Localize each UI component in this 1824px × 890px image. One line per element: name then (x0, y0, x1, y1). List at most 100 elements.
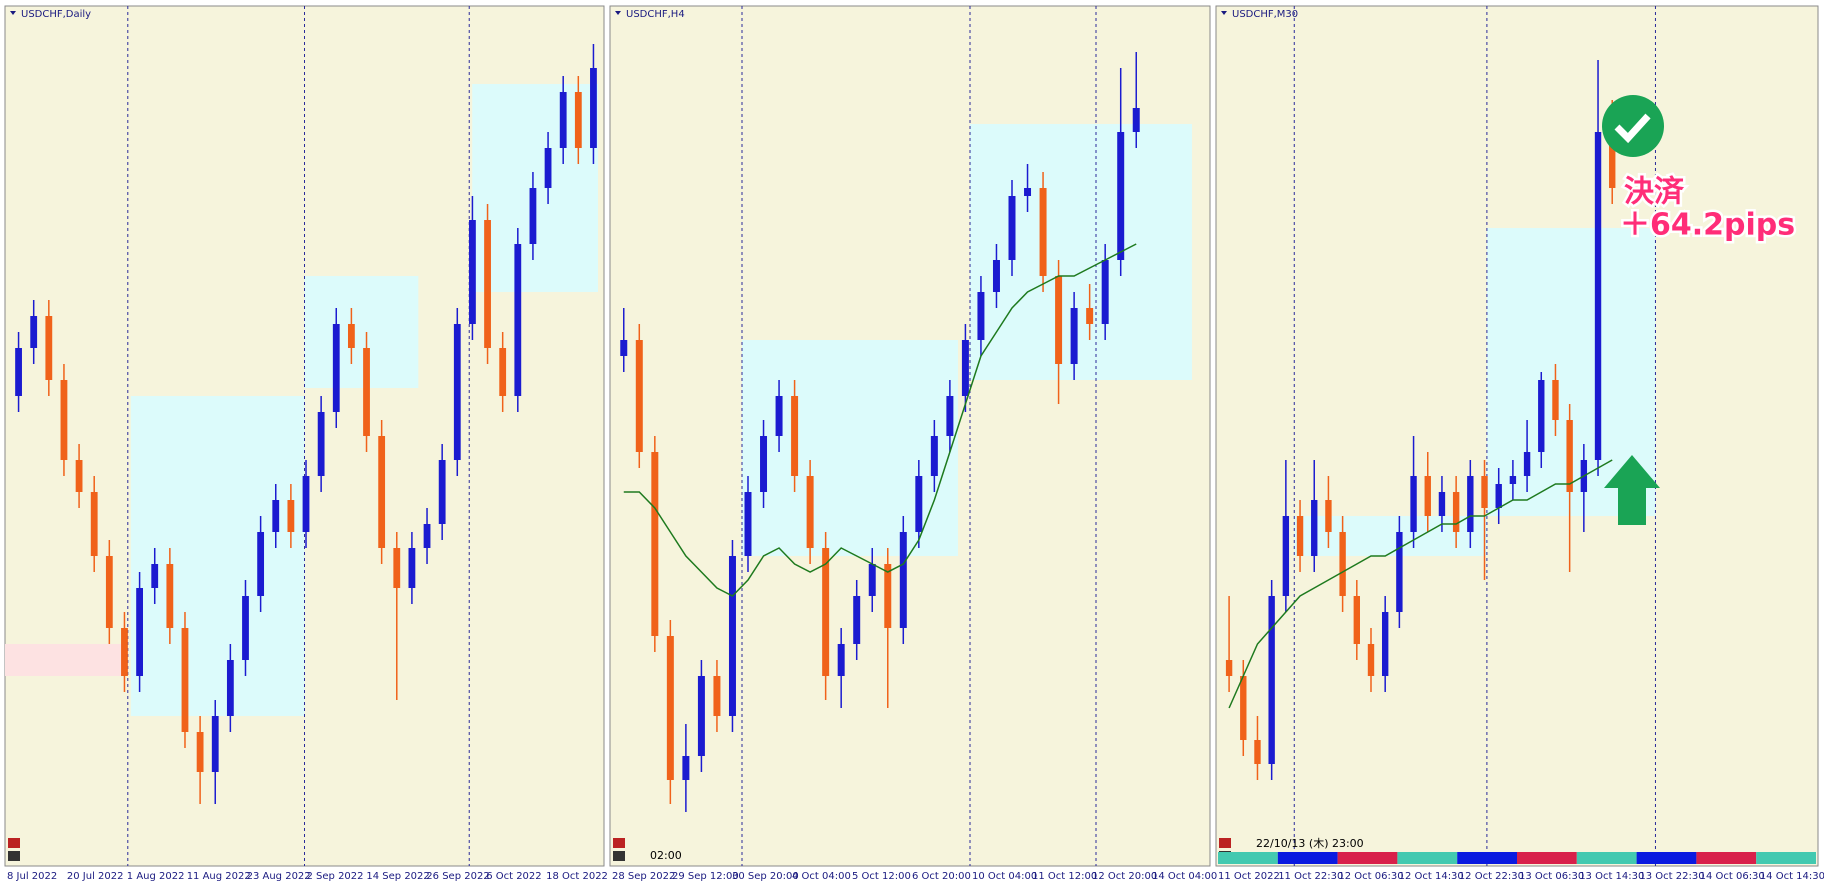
candle-body (1424, 476, 1431, 516)
candle-body (574, 92, 582, 148)
x-axis-label: 4 Oct 04:00 (792, 871, 851, 882)
candle-body (697, 676, 705, 756)
x-axis-label: 29 Sep 12:00 (672, 871, 739, 882)
x-axis-label: 13 Oct 14:30 (1579, 871, 1644, 882)
candle-body (961, 340, 969, 396)
menu-arrow (1221, 11, 1227, 15)
candle-body (1552, 380, 1559, 420)
candle-body (775, 396, 783, 436)
candle-body (977, 292, 985, 340)
time-label: 22/10/13 (木) 23:00 (1256, 837, 1364, 850)
candle-body (590, 68, 597, 148)
candle-body (791, 396, 799, 476)
candle-body (853, 596, 861, 644)
chart-title: USDCHF,Daily (21, 9, 91, 20)
x-axis-label: 23 Aug 2022 (247, 871, 311, 882)
annotation: ＋64.2pips (1620, 208, 1795, 243)
candle-body (211, 716, 219, 772)
candle-body (272, 500, 280, 532)
candle-body (1353, 596, 1360, 644)
x-axis-label: 30 Sep 20:00 (732, 871, 799, 882)
candle-body (196, 732, 204, 772)
x-axis-label: 18 Oct 2022 (546, 871, 608, 882)
session-bar (1397, 852, 1458, 864)
candle-body (544, 148, 552, 188)
session-bar (1636, 852, 1697, 864)
x-axis-label: 11 Aug 2022 (187, 871, 251, 882)
candle-body (1055, 276, 1063, 364)
candle-body (302, 476, 310, 532)
candle-body (347, 324, 355, 348)
x-axis-label: 14 Sep 2022 (366, 871, 429, 882)
candle-body (946, 396, 954, 436)
candle-body (60, 380, 68, 460)
candle-body (1367, 644, 1375, 676)
x-axis-label: 11 Oct 22:30 (1278, 871, 1343, 882)
candle-body (1296, 516, 1304, 556)
candle-body (1086, 308, 1094, 324)
candle-body (1396, 532, 1403, 612)
x-axis-label: 11 Oct 12:00 (1032, 871, 1097, 882)
x-axis-label: 13 Oct 06:30 (1519, 871, 1584, 882)
session-bar (1457, 852, 1517, 864)
panel-icon (613, 851, 625, 861)
x-axis-label: 14 Oct 06:30 (1700, 871, 1765, 882)
candle-body (760, 436, 768, 492)
candle-body (453, 324, 461, 460)
candle-body (1311, 500, 1318, 556)
candle-body (90, 492, 98, 556)
candle-body (1240, 676, 1247, 740)
candle-body (1225, 660, 1233, 676)
session-bar (1218, 852, 1278, 864)
candle-body (423, 524, 431, 548)
x-axis-label: 20 Jul 2022 (67, 871, 124, 882)
candle-body (15, 348, 22, 396)
candle-body (884, 564, 892, 628)
candle-body (713, 676, 721, 716)
candle-body (1452, 492, 1460, 532)
moving-average (623, 243, 1137, 597)
candle-body (868, 564, 876, 596)
candle-body (620, 340, 628, 356)
candle-body (105, 556, 113, 628)
candle-body (1609, 132, 1616, 188)
x-axis-label: 5 Oct 12:00 (852, 871, 911, 882)
candle-body (666, 636, 674, 780)
session-box (304, 276, 419, 388)
candle-body (484, 220, 491, 348)
candle-body (1381, 612, 1389, 676)
x-axis-label: 28 Sep 2022 (612, 871, 675, 882)
session-bar (1517, 852, 1577, 864)
candle-body (837, 644, 845, 676)
candle-body (257, 532, 265, 596)
candle-body (915, 476, 923, 532)
x-axis-label: 11 Oct 2022 (1218, 871, 1280, 882)
candle-body (744, 492, 752, 556)
session-bar (1576, 852, 1637, 864)
candle-body (822, 548, 830, 676)
x-axis-label: 12 Oct 22:30 (1459, 871, 1524, 882)
candle-body (1325, 500, 1332, 532)
candle-body (75, 460, 83, 492)
candle-body (136, 588, 143, 676)
candle-body (728, 556, 736, 716)
candle-body (363, 348, 370, 436)
x-axis-label: 8 Jul 2022 (7, 871, 57, 882)
candle-body (651, 452, 659, 636)
candle-body (1410, 476, 1417, 532)
chart-panel: USDCHF,Daily 8 Jul 2022 20 Jul 2022 1 Aug 2… (4, 5, 608, 882)
entry-arrow (1604, 455, 1660, 525)
session-bar (1337, 852, 1398, 864)
candle-body (226, 660, 234, 716)
candle-body (1538, 380, 1545, 452)
candle-body (30, 316, 38, 348)
x-axis-label: 12 Oct 06:30 (1338, 871, 1403, 882)
session-box (970, 124, 1192, 380)
candle-body (1467, 476, 1474, 532)
chart-title: USDCHF,M30 (1232, 9, 1298, 20)
candle-body (1024, 188, 1032, 196)
candle-body (242, 596, 249, 660)
candle-body (559, 92, 567, 148)
